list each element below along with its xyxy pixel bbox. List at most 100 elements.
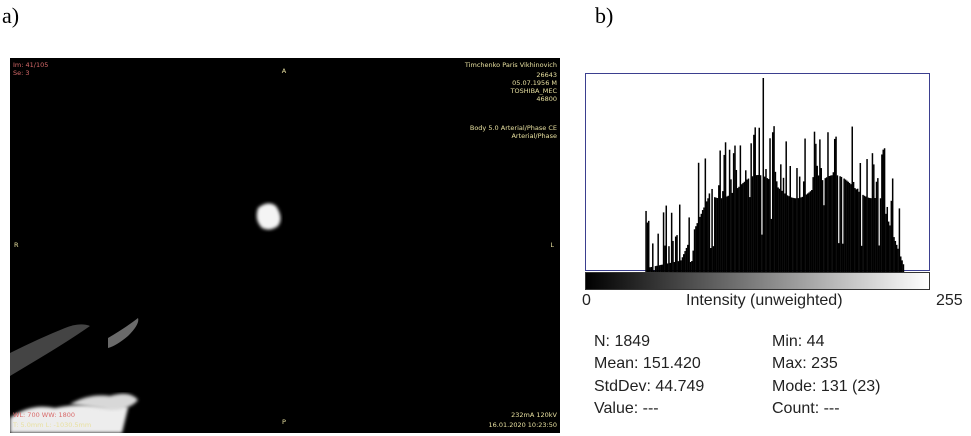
- window-level: WL: 700 WW: 1800: [13, 411, 76, 419]
- histogram-bin: [883, 148, 886, 272]
- histogram-bin: [855, 189, 858, 272]
- histogram-bin: [685, 247, 688, 272]
- acquisition-datetime: 16.01.2020 10:23:50: [488, 421, 557, 429]
- histogram-bin: [704, 158, 707, 272]
- histogram-bin: [661, 264, 663, 272]
- histogram-bin: [751, 176, 754, 272]
- histogram-bin: [649, 267, 651, 272]
- stat-min: Min: 44: [772, 333, 825, 350]
- histogram-bin: [797, 198, 800, 272]
- histogram-bin: [832, 172, 835, 272]
- series-description: Body 5.0 Arterial/Phase CE: [469, 124, 557, 132]
- histogram-bin: [743, 181, 746, 272]
- histogram-bin: [749, 197, 751, 272]
- histogram-bin: [901, 260, 903, 272]
- histogram-bin: [867, 197, 870, 272]
- histogram-bin: [885, 213, 887, 272]
- histogram-bin: [808, 192, 810, 272]
- stat-count: Count: ---: [772, 400, 840, 417]
- orientation-right: R: [14, 241, 19, 249]
- histogram-bin: [776, 181, 778, 272]
- histogram-bin: [792, 197, 794, 272]
- stat-mode: Mode: 131 (23): [772, 378, 881, 395]
- intensity-gradient-bar: [585, 272, 930, 290]
- histogram-bin: [858, 191, 860, 272]
- histogram-bin: [680, 260, 682, 272]
- histogram-bin: [796, 168, 798, 272]
- histogram-bin: [774, 171, 777, 272]
- histogram-bin: [893, 237, 895, 272]
- histogram-bin: [687, 244, 689, 272]
- histogram-bin: [727, 195, 729, 272]
- histogram-bin: [773, 126, 775, 272]
- histogram-bin: [703, 207, 705, 272]
- histogram-bin: [666, 263, 669, 272]
- histogram-bin: [739, 145, 742, 272]
- histogram-bin: [770, 218, 773, 272]
- histogram-bin: [860, 245, 863, 272]
- histogram-bin: [670, 212, 673, 272]
- histogram-bin: [763, 176, 766, 272]
- histogram-bin: [833, 138, 836, 272]
- histogram-bin: [742, 182, 744, 272]
- stat-n: N: 1849: [594, 333, 651, 350]
- histogram-bin: [769, 138, 771, 272]
- histogram-bin: [891, 178, 894, 272]
- patient-id: 26643: [536, 71, 557, 79]
- histogram-bin: [657, 233, 659, 272]
- patient-name: Timchenko Paris Vikhinovich: [464, 61, 557, 69]
- histogram-bin: [731, 192, 734, 272]
- orientation-posterior: P: [282, 418, 286, 426]
- histogram-bin: [859, 163, 862, 272]
- histogram-bin: [734, 145, 736, 272]
- histogram-bin: [881, 154, 883, 272]
- histogram-bin: [828, 176, 831, 272]
- histogram-bin: [646, 222, 649, 272]
- histogram-bin: [693, 229, 696, 272]
- histogram-bin: [898, 208, 901, 272]
- histogram-bin: [819, 139, 821, 272]
- histogram-bin: [878, 245, 880, 272]
- histogram-bin: [820, 168, 822, 272]
- histogram-bin: [844, 179, 847, 272]
- image-number: Im: 41/105: [13, 61, 49, 69]
- histogram-bin: [856, 188, 859, 272]
- histogram-bin: [886, 206, 889, 272]
- histogram-bin: [879, 198, 882, 272]
- histogram-bin: [665, 205, 668, 272]
- histogram-bin: [759, 175, 762, 272]
- histogram-bin: [699, 216, 701, 272]
- ct-viewer[interactable]: Im: 41/105 Se: 3 Timchenko Paris Vikhino…: [10, 58, 560, 433]
- histogram-bin: [805, 194, 808, 272]
- histogram-bin: [712, 246, 715, 272]
- histogram-bin: [723, 154, 725, 272]
- histogram-bin: [701, 210, 704, 272]
- histogram-bin: [848, 182, 851, 272]
- histogram-bin: [755, 175, 758, 272]
- histogram-bin: [798, 176, 801, 272]
- histogram-bin: [696, 223, 699, 272]
- histogram-bin: [823, 205, 825, 272]
- histogram-bin: [746, 179, 748, 272]
- histogram-bin: [683, 254, 685, 272]
- histogram-bin: [852, 181, 855, 272]
- histogram-bin: [645, 210, 647, 272]
- histogram-bin: [871, 153, 874, 272]
- histogram-bin: [815, 143, 817, 272]
- histogram-bin: [754, 127, 756, 272]
- histogram-bin: [863, 195, 866, 272]
- histogram-bin: [816, 165, 818, 272]
- histogram-bin: [801, 196, 804, 272]
- histogram-bin: [765, 169, 767, 272]
- histogram-bin: [900, 256, 902, 272]
- study-number: 46800: [536, 95, 557, 103]
- histogram-bin: [889, 225, 891, 272]
- histogram-bin: [660, 264, 662, 272]
- histogram-bin: [866, 159, 868, 272]
- histogram-bin: [664, 245, 666, 272]
- histogram-bin: [870, 198, 872, 272]
- histogram-bin: [673, 262, 676, 272]
- histogram-bin: [753, 134, 755, 272]
- histogram-bin: [894, 240, 897, 272]
- ct-image: [10, 203, 281, 433]
